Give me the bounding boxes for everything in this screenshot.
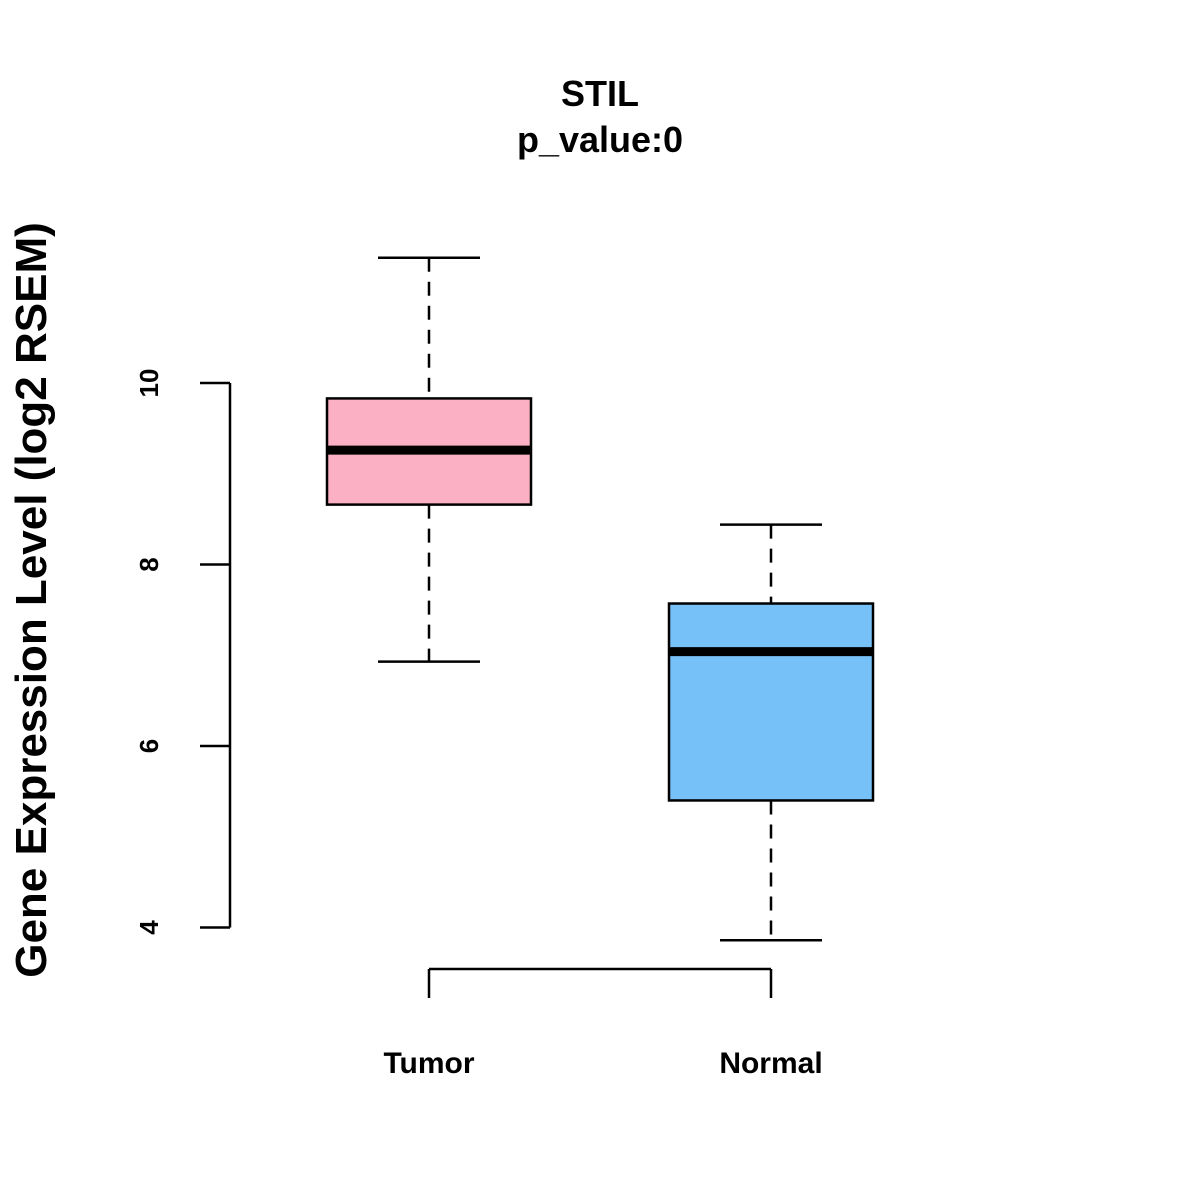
y-tick-label: 8 xyxy=(134,557,164,571)
x-tick-label-normal: Normal xyxy=(719,1047,822,1080)
chart-title: STIL xyxy=(561,73,639,114)
box-tumor xyxy=(325,256,533,663)
boxes-group xyxy=(325,256,875,942)
y-axis-label: Gene Expression Level (log2 RSEM) xyxy=(7,222,56,978)
box-normal xyxy=(667,523,875,942)
x-tick-label-tumor: Tumor xyxy=(383,1047,474,1080)
y-tick-label: 4 xyxy=(134,920,164,935)
y-axis: 4 6 8 10 xyxy=(134,369,232,935)
chart-subtitle: p_value:0 xyxy=(517,119,683,160)
x-axis: Tumor Normal xyxy=(383,967,823,1080)
y-tick-label: 10 xyxy=(134,369,164,398)
iqr-box xyxy=(667,602,875,802)
y-tick-label: 6 xyxy=(134,739,164,753)
